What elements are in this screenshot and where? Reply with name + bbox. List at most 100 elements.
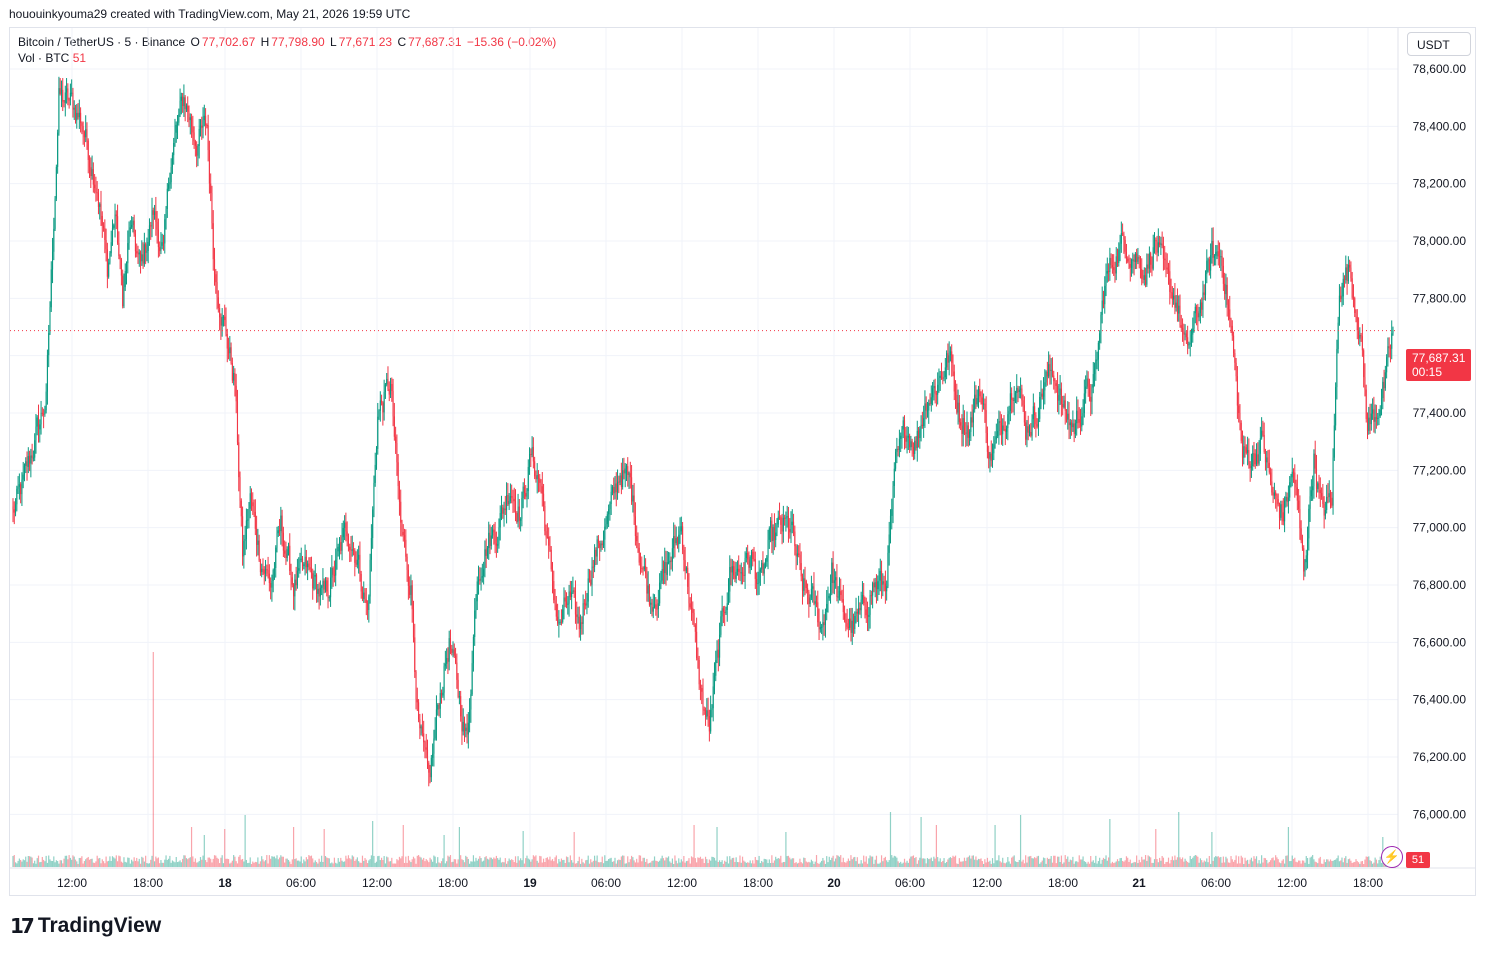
volume-bar xyxy=(592,860,594,867)
volume-bar xyxy=(1095,855,1097,867)
candle-body xyxy=(1211,240,1213,256)
candle-body xyxy=(980,396,982,398)
candle-body xyxy=(690,607,693,609)
candle-body xyxy=(1324,509,1326,516)
candle-body xyxy=(129,227,131,230)
volume-bar xyxy=(296,860,299,867)
volume-bar xyxy=(717,861,719,867)
candle-body xyxy=(387,378,389,390)
volume-bar xyxy=(383,856,385,867)
candle-body xyxy=(935,393,937,395)
candle-body xyxy=(370,538,372,560)
candle-body xyxy=(818,622,820,630)
candle-body xyxy=(207,125,209,151)
candle-body xyxy=(1290,477,1292,483)
volume-bar xyxy=(754,857,756,867)
volume-bar xyxy=(1193,856,1195,867)
candle-body xyxy=(1196,306,1198,312)
volume-bar xyxy=(688,858,690,867)
volume-bar xyxy=(854,856,856,867)
volume-bar xyxy=(132,861,134,867)
candle-body xyxy=(668,562,670,564)
volume-bar xyxy=(676,863,679,867)
volume-bar xyxy=(970,858,972,867)
volume-bar xyxy=(419,856,421,867)
candle-body xyxy=(1102,300,1105,305)
candle-body xyxy=(253,506,255,512)
volume-bar xyxy=(1102,857,1105,867)
volume-bar xyxy=(588,863,591,867)
candle-body xyxy=(281,515,283,533)
candle-body xyxy=(159,247,161,252)
volume-bar xyxy=(720,862,722,867)
candle-body xyxy=(1270,472,1272,482)
volume-bar xyxy=(1235,855,1237,867)
candle-body xyxy=(767,539,769,558)
volume-bar xyxy=(874,859,876,867)
candle-body xyxy=(240,500,242,517)
candle-body xyxy=(604,526,606,540)
volume-bar xyxy=(673,863,675,867)
candle-body xyxy=(424,742,426,748)
candle-body xyxy=(790,525,792,533)
volume-bar xyxy=(1253,856,1255,867)
volume-bar xyxy=(208,857,211,867)
volume-bar xyxy=(571,860,573,867)
candle-body xyxy=(669,560,671,563)
candle-body xyxy=(1088,388,1091,397)
price-tick-label: 78,400.00 xyxy=(1413,119,1467,133)
candle-body xyxy=(1180,325,1182,329)
candle-body xyxy=(120,259,122,276)
volume-bar xyxy=(989,860,991,867)
volume-bar xyxy=(942,860,944,867)
volume-bar xyxy=(457,859,459,867)
candle-body xyxy=(576,614,578,617)
candle-body xyxy=(975,394,977,405)
time-tick-label: 18:00 xyxy=(133,876,163,890)
volume-bar xyxy=(342,861,344,867)
volume-bar xyxy=(198,861,200,867)
candle-body xyxy=(494,532,496,544)
volume-bar xyxy=(1350,860,1352,867)
candle-body xyxy=(49,307,51,334)
candle-body xyxy=(245,520,247,539)
volume-bar xyxy=(373,855,375,867)
volume-bar xyxy=(565,856,568,867)
candle-body xyxy=(703,709,705,711)
volume-bar xyxy=(884,856,886,867)
candle-body xyxy=(736,568,738,572)
volume-label[interactable]: Vol · BTC xyxy=(18,51,70,65)
candle-body xyxy=(1227,304,1230,310)
volume-bar xyxy=(184,855,186,867)
volume-bar xyxy=(344,861,346,867)
candle-body xyxy=(131,224,133,228)
candle-body xyxy=(188,111,190,121)
volume-bar xyxy=(610,857,612,867)
candle-body xyxy=(231,363,233,381)
candle-body xyxy=(633,495,635,517)
candle-body xyxy=(1258,453,1260,464)
volume-bar xyxy=(856,857,858,867)
candle-body xyxy=(196,145,198,156)
candle-body xyxy=(858,608,860,614)
currency-button[interactable]: USDT xyxy=(1407,32,1471,56)
candle-body xyxy=(553,581,555,601)
candle-body xyxy=(309,567,311,570)
volume-bar xyxy=(234,856,236,867)
candle-body xyxy=(544,506,546,532)
candle-body xyxy=(421,726,423,734)
volume-bar xyxy=(582,862,584,867)
time-axis: 12:00 18:00 18 06:00 12:00 18:00 19 06:00 12:00 1… xyxy=(57,876,1383,890)
volume-bar xyxy=(1276,857,1278,867)
candle-body xyxy=(643,566,645,570)
volume-bar xyxy=(944,863,946,867)
lightning-icon[interactable]: ⚡ xyxy=(1381,846,1403,868)
symbol-label[interactable]: Bitcoin / TetherUS · 5 · Binance xyxy=(18,35,186,49)
volume-bar xyxy=(707,863,709,867)
candle-body xyxy=(1358,330,1360,339)
volume-bar xyxy=(388,861,390,867)
candle-body xyxy=(290,570,292,578)
candle-body xyxy=(205,115,207,126)
volume-bar xyxy=(948,857,950,867)
